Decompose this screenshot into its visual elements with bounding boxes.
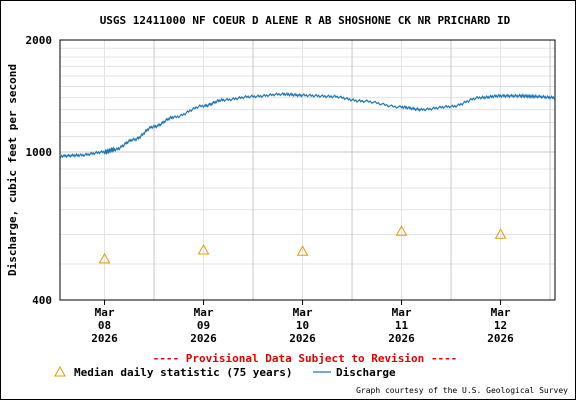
x-tick-label: Mar [95,306,115,319]
x-tick-label: 2026 [91,332,118,345]
median-point [197,244,210,255]
plot-area-border [59,39,556,301]
median-legend-label: Median daily statistic (75 years) [74,366,293,379]
x-tick-label: 2026 [487,332,514,345]
x-tick-label: 2026 [388,332,415,345]
chart-title: USGS 12411000 NF COEUR D ALENE R AB SHOS… [100,14,511,27]
y-axis-title: Discharge, cubic feet per second [6,64,19,276]
discharge-series-line [59,91,556,159]
x-tick-label: Mar [491,306,511,319]
x-tick-label: Mar [293,306,313,319]
discharge-legend-label: Discharge [336,366,396,379]
x-tick-label: 09 [197,319,210,332]
x-tick-label: 12 [494,319,507,332]
provisional-note: ---- Provisional Data Subject to Revisio… [153,352,458,365]
x-axis-ticks: Mar082026Mar092026Mar102026Mar112026Mar1… [91,300,514,345]
median-point [494,228,507,239]
x-tick-label: 11 [395,319,409,332]
y-tick-label: 1000 [26,146,53,159]
y-tick-label: 2000 [26,34,53,47]
median-markers [98,225,507,264]
x-tick-label: 2026 [289,332,316,345]
x-tick-label: 08 [98,319,111,332]
x-tick-label: Mar [194,306,214,319]
median-point [98,252,111,264]
x-tick-label: Mar [392,306,412,319]
credit-text: Graph courtesy of the U.S. Geological Su… [356,386,568,395]
median-point [296,245,309,256]
y-tick-label: 400 [32,294,52,307]
grid-lines [60,40,555,300]
median-point [395,225,408,236]
x-tick-label: 2026 [190,332,217,345]
x-tick-label: 10 [296,319,309,332]
median-legend-icon [54,365,66,377]
